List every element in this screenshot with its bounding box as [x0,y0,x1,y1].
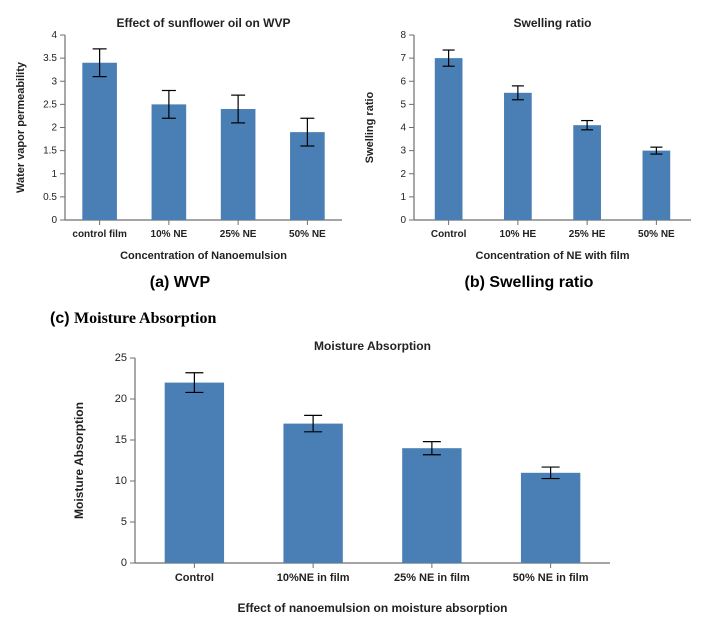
caption-a: (a) WVP [10,274,350,292]
svg-text:0.5: 0.5 [43,192,57,203]
svg-text:2.5: 2.5 [43,99,57,110]
panel-c-label-a: (c) [50,310,70,327]
svg-text:10: 10 [115,475,127,487]
svg-text:Effect of nanoemulsion on moi: Effect of nanoemulsion on moisture absor… [237,601,507,615]
svg-text:10% HE: 10% HE [500,229,537,240]
svg-text:10%NE in film: 10%NE in film [277,572,350,584]
svg-text:25: 25 [115,352,127,364]
svg-text:50% NE: 50% NE [289,229,326,240]
svg-text:Swelling ratio: Swelling ratio [513,16,591,30]
panel-a-wvp: 0 0.5 1 1.5 2 2.5 3 3.5 4 control film 10% NE 25% N… [10,10,350,292]
svg-text:Moisture Absorption: Moisture Absorption [314,339,431,353]
chart-a-svg: 0 0.5 1 1.5 2 2.5 3 3.5 4 control film 10% NE 25% N… [10,10,350,265]
svg-text:3: 3 [400,146,406,157]
svg-text:25% NE: 25% NE [220,229,257,240]
svg-text:Concentration of NE with film: Concentration of NE with film [476,250,630,262]
svg-text:Moisture Absorption: Moisture Absorption [72,402,86,519]
panel-b-swelling: 0 1 2 3 4 5 6 7 8 Control 10% HE 25% HE 50% NE Swelli… [359,10,699,292]
svg-text:15: 15 [115,434,127,446]
svg-text:5: 5 [400,99,406,110]
svg-text:Effect of sunflower oil on WVP: Effect of sunflower oil on WVP [117,16,291,30]
svg-text:4: 4 [400,123,406,134]
svg-text:control film: control film [72,229,127,240]
panel-c-moisture: 0 5 10 15 20 25 Control 10%NE in film 25% NE in … [65,328,699,623]
svg-text:4: 4 [51,30,57,41]
svg-text:8: 8 [400,30,406,41]
svg-text:25% NE in film: 25% NE in film [394,572,470,584]
svg-text:1.5: 1.5 [43,146,57,157]
svg-text:0: 0 [400,215,406,226]
svg-text:6: 6 [400,76,406,87]
svg-text:1: 1 [51,169,57,180]
svg-text:Concentration of Nanoemulsion: Concentration of Nanoemulsion [120,250,287,262]
svg-text:0: 0 [51,215,57,226]
chart-c-svg: 0 5 10 15 20 25 Control 10%NE in film 25% NE in … [65,328,625,618]
svg-text:20: 20 [115,393,127,405]
svg-text:0: 0 [121,557,127,569]
chart-b-svg: 0 1 2 3 4 5 6 7 8 Control 10% HE 25% HE 50% NE Swelli… [359,10,699,265]
svg-text:Control: Control [175,572,214,584]
svg-text:10% NE: 10% NE [151,229,188,240]
caption-b: (b) Swelling ratio [359,274,699,292]
panel-c-label: (c) Moisture Absorption [50,310,699,328]
svg-text:3: 3 [51,76,57,87]
svg-text:25% HE: 25% HE [569,229,606,240]
svg-text:Control: Control [431,229,467,240]
svg-text:Water vapor permeability: Water vapor permeability [15,61,27,193]
svg-text:5: 5 [121,516,127,528]
panel-c-label-b: Moisture Absorption [74,310,216,327]
svg-text:50% NE: 50% NE [638,229,675,240]
svg-text:7: 7 [400,53,406,64]
svg-text:2: 2 [400,169,406,180]
svg-text:50% NE in film: 50% NE in film [513,572,589,584]
svg-text:Swelling ratio: Swelling ratio [364,91,376,163]
svg-text:2: 2 [51,123,57,134]
svg-text:1: 1 [400,192,406,203]
svg-text:3.5: 3.5 [43,53,57,64]
